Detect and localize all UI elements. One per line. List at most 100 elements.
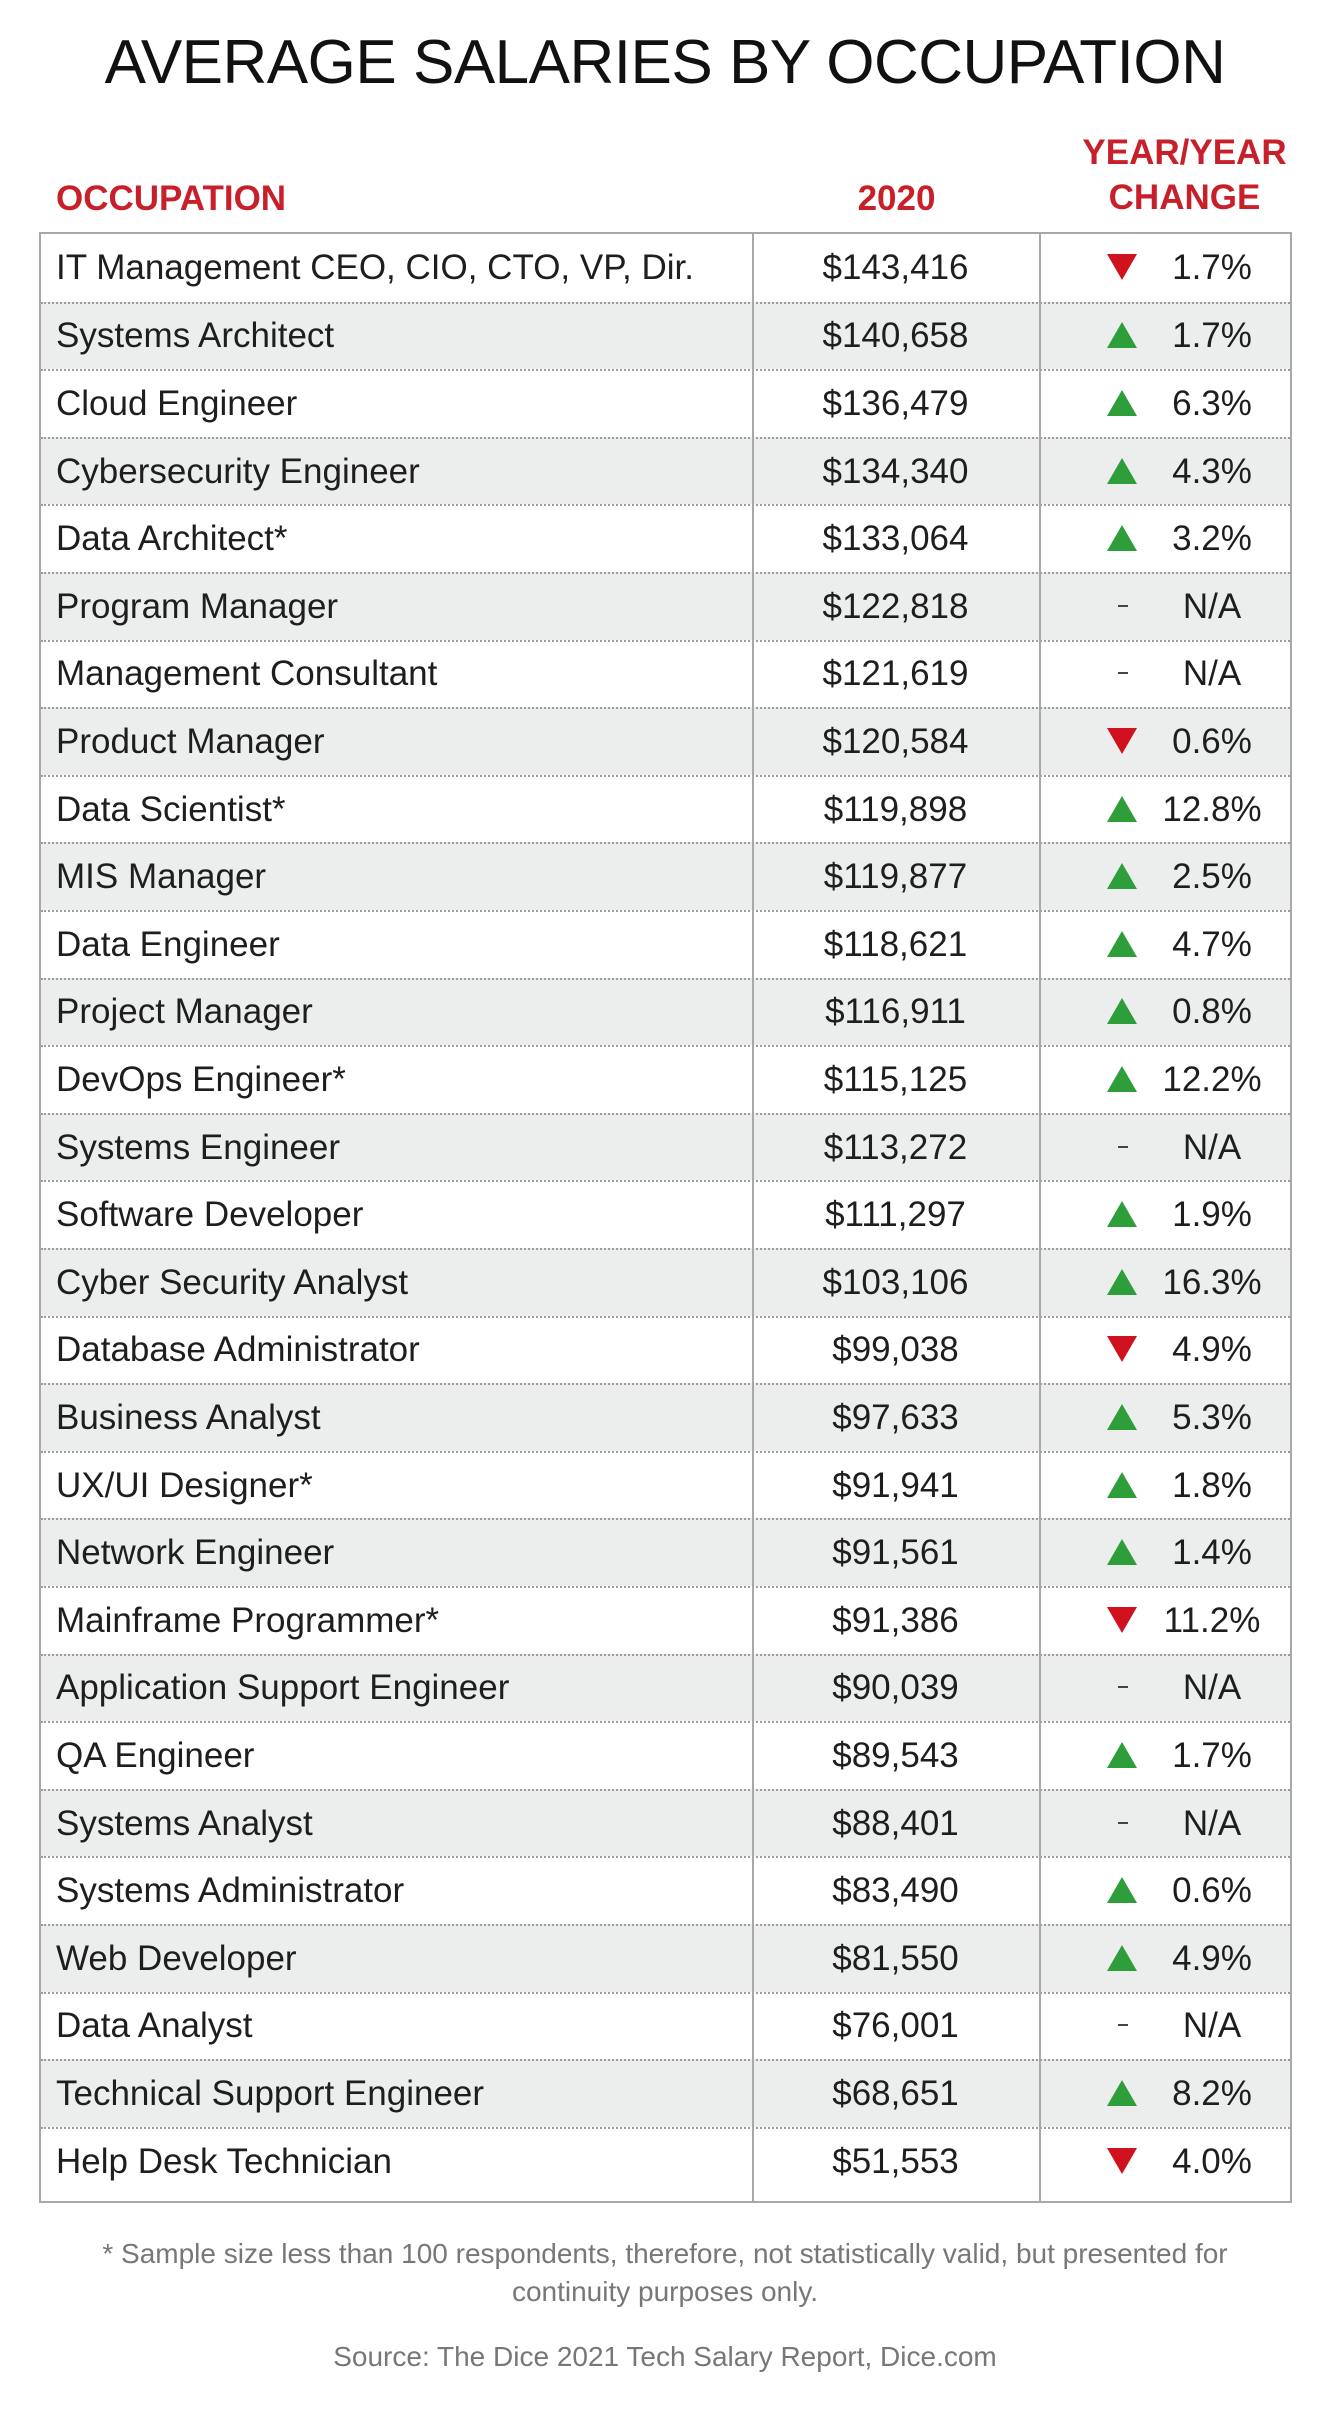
dash-icon — [1118, 1686, 1128, 1689]
triangle-down-icon — [1107, 1336, 1137, 1363]
triangle-down-icon — [1107, 1606, 1137, 1633]
change-value: 1.7% — [1172, 1735, 1252, 1775]
triangle-up-icon — [1107, 863, 1137, 890]
table-row: Cloud Engineer $136,479 6.3% — [41, 369, 1290, 437]
table-row: Systems Administrator $83,490 0.6% — [41, 1856, 1290, 1924]
column-divider-salary — [752, 232, 754, 2203]
change-value: 1.7% — [1172, 247, 1252, 287]
change-value: 12.2% — [1162, 1059, 1262, 1099]
change-value: 1.4% — [1172, 1533, 1252, 1573]
change-cell: 1.7% — [1082, 304, 1290, 370]
table-row: Systems Engineer $113,272 N/A — [41, 1112, 1290, 1181]
salary-cell: $120,584 — [822, 721, 969, 761]
triangle-up-icon — [1107, 1944, 1137, 1971]
triangle-up-icon — [1107, 1268, 1137, 1295]
table-row: QA Engineer $89,543 1.7% — [41, 1721, 1290, 1789]
triangle-up-icon — [1107, 457, 1137, 484]
table-row: Mainframe Programmer* $91,386 11.2% — [41, 1586, 1290, 1654]
occupation-cell: Application Support Engineer — [56, 1668, 510, 1708]
change-cell: 1.7% — [1082, 1723, 1290, 1789]
occupation-cell: Network Engineer — [56, 1533, 335, 1573]
occupation-cell: Data Analyst — [56, 2006, 253, 2046]
change-value: 5.3% — [1172, 1397, 1252, 1437]
change-cell: 4.9% — [1082, 1318, 1290, 1384]
table-row: Data Analyst $76,001 N/A — [41, 1991, 1290, 2060]
dash-icon — [1118, 1145, 1128, 1148]
occupation-cell: Systems Architect — [56, 316, 335, 356]
source-note: Source: The Dice 2021 Tech Salary Report… — [333, 2341, 997, 2372]
salary-cell: $99,038 — [832, 1330, 959, 1370]
salary-cell: $115,125 — [823, 1059, 968, 1099]
salary-cell: $133,064 — [822, 519, 969, 559]
dash-icon — [1118, 604, 1128, 607]
occupation-cell: Systems Administrator — [56, 1871, 405, 1911]
change-cell: 1.9% — [1082, 1182, 1290, 1248]
change-value: N/A — [1182, 1127, 1242, 1167]
table-row: Data Scientist* $119,898 12.8% — [41, 774, 1290, 843]
change-cell: 16.3% — [1082, 1250, 1290, 1316]
triangle-up-icon — [1107, 795, 1137, 822]
change-cell: 0.8% — [1082, 980, 1290, 1046]
occupation-cell: Cybersecurity Engineer — [56, 451, 420, 491]
salary-cell: $119,898 — [823, 789, 968, 829]
change-value: 0.8% — [1172, 992, 1252, 1032]
change-cell: N/A — [1082, 1115, 1290, 1181]
table-row: UX/UI Designer* $91,941 1.8% — [41, 1450, 1290, 1519]
salary-cell: $97,633 — [832, 1397, 959, 1437]
occupation-cell: Project Manager — [56, 992, 313, 1032]
occupation-cell: Data Scientist* — [56, 789, 286, 829]
change-cell: 1.4% — [1082, 1520, 1290, 1586]
salary-cell: $91,561 — [832, 1533, 959, 1573]
occupation-cell: DevOps Engineer* — [56, 1059, 346, 1099]
table-row: DevOps Engineer* $115,125 12.2% — [41, 1045, 1290, 1113]
change-cell: 5.3% — [1082, 1385, 1290, 1451]
salary-cell: $76,001 — [832, 2006, 959, 2046]
table-row: Systems Analyst $88,401 N/A — [41, 1788, 1290, 1857]
change-cell: N/A — [1082, 1791, 1290, 1857]
table-row: Application Support Engineer $90,039 N/A — [41, 1653, 1290, 1722]
change-cell: 11.2% — [1082, 1588, 1290, 1654]
salary-cell: $88,401 — [832, 1803, 959, 1843]
triangle-up-icon — [1107, 1201, 1137, 1228]
change-value: 4.9% — [1172, 1938, 1252, 1978]
occupation-cell: Product Manager — [56, 721, 325, 761]
occupation-cell: Business Analyst — [56, 1397, 321, 1437]
salary-cell: $90,039 — [832, 1668, 959, 1708]
triangle-up-icon — [1107, 1539, 1137, 1566]
change-cell: 3.2% — [1082, 506, 1290, 572]
change-cell: N/A — [1082, 1994, 1290, 2060]
triangle-up-icon — [1107, 1065, 1137, 1092]
change-value: 16.3% — [1162, 1262, 1262, 1302]
table-row: Web Developer $81,550 4.9% — [41, 1924, 1290, 1992]
change-value: N/A — [1182, 2006, 1242, 2046]
change-value: 1.7% — [1172, 316, 1252, 356]
table-row: Cybersecurity Engineer $134,340 4.3% — [41, 436, 1290, 505]
triangle-down-icon — [1107, 727, 1137, 754]
change-value: 4.9% — [1172, 1330, 1252, 1370]
change-cell: 12.2% — [1082, 1047, 1290, 1113]
change-cell: 2.5% — [1082, 844, 1290, 910]
change-value: N/A — [1182, 1803, 1242, 1843]
column-header-change: YEAR/YEAR CHANGE — [1043, 130, 1326, 220]
salary-cell: $136,479 — [822, 383, 969, 423]
occupation-cell: Program Manager — [56, 586, 339, 626]
change-value: 12.8% — [1162, 789, 1262, 829]
occupation-cell: Data Architect* — [56, 519, 288, 559]
table-row: Database Administrator $99,038 4.9% — [41, 1315, 1290, 1384]
change-value: 4.0% — [1172, 2141, 1252, 2181]
occupation-cell: Data Engineer — [56, 924, 280, 964]
table-row: Business Analyst $97,633 5.3% — [41, 1383, 1290, 1451]
salary-cell: $111,297 — [825, 1195, 966, 1235]
occupation-cell: UX/UI Designer* — [56, 1465, 313, 1505]
occupation-cell: Database Administrator — [56, 1330, 420, 1370]
triangle-up-icon — [1107, 998, 1137, 1025]
triangle-up-icon — [1107, 1471, 1137, 1498]
salary-cell: $83,490 — [832, 1871, 959, 1911]
occupation-cell: QA Engineer — [56, 1735, 255, 1775]
change-cell: 0.6% — [1082, 1858, 1290, 1924]
change-cell: 4.9% — [1082, 1926, 1290, 1992]
table-row: Help Desk Technician $51,553 4.0% — [41, 2126, 1290, 2195]
change-cell: 6.3% — [1082, 371, 1290, 437]
table-row: Cyber Security Analyst $103,106 16.3% — [41, 1248, 1290, 1316]
triangle-up-icon — [1107, 1741, 1137, 1768]
